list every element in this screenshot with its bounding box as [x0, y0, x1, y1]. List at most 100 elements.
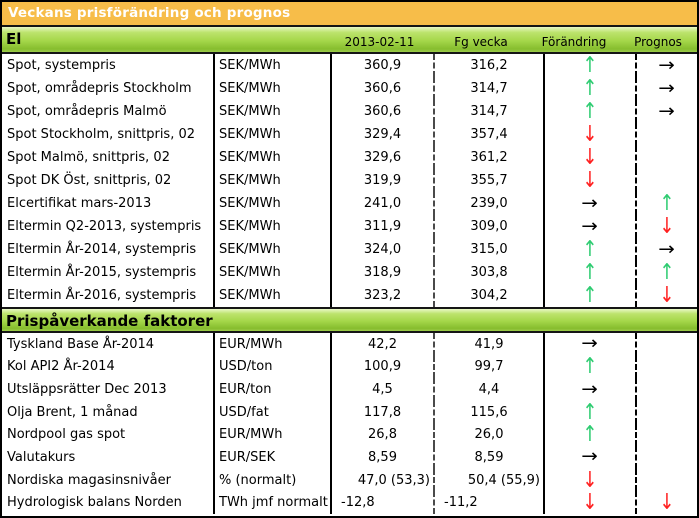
previous-value: 8,59 [433, 446, 543, 469]
up-arrow-icon: ↑ [582, 54, 598, 77]
row-unit: USD/ton [213, 355, 330, 379]
forecast-arrow-cell [635, 446, 697, 469]
previous-value: 50,4 (55,9) [433, 468, 543, 492]
forecast-arrow-cell: ↑ [635, 261, 697, 284]
previous-value: 361,2 [433, 146, 543, 169]
row-label: Utsläppsrätter Dec 2013 [7, 382, 167, 398]
table-row: Kol API2 År-2014 USD/ton 100,9 99,7 ↑ [2, 355, 697, 379]
current-value: 323,2 [330, 284, 433, 307]
change-arrow-cell: ↓ [543, 491, 635, 514]
table-row: Eltermin År-2016, systempris SEK/MWh 323… [2, 284, 697, 307]
table-row: Olja Brent, 1 månad USD/fat 117,8 115,6 … [2, 400, 697, 424]
forecast-arrow-cell: ↑ [635, 192, 697, 215]
down-arrow-icon: ↓ [659, 491, 675, 514]
up-arrow-icon: ↑ [582, 238, 598, 261]
section-rows-factors: Tyskland Base År-2014 EUR/MWh 42,2 41,9 … [2, 333, 697, 514]
row-label: Olja Brent, 1 månad [7, 404, 138, 420]
forecast-arrow-cell: ↓ [635, 284, 697, 307]
row-unit: SEK/MWh [213, 284, 330, 307]
row-label: Eltermin År-2016, systempris [7, 288, 197, 303]
flat-arrow-icon: → [581, 215, 599, 237]
previous-value: 239,0 [433, 192, 543, 215]
up-arrow-icon: ↑ [582, 77, 598, 100]
row-label: Spot Stockholm, snittpris, 02 [7, 127, 196, 142]
change-arrow-cell: ↑ [543, 77, 635, 100]
table-row: Nordpool gas spot EUR/MWh 26,8 26,0 ↑ [2, 423, 697, 447]
table-row: Elcertifikat mars-2013 SEK/MWh 241,0 239… [2, 192, 697, 215]
previous-value: 309,0 [433, 215, 543, 238]
previous-value: 316,2 [433, 54, 543, 77]
flat-arrow-icon: → [581, 446, 599, 468]
change-arrow-cell: ↓ [543, 146, 635, 169]
row-label: Spot DK Öst, snittpris, 02 [7, 173, 172, 188]
row-label: Nordiska magasinsnivåer [7, 472, 171, 488]
change-arrow-cell: ↑ [543, 355, 635, 379]
current-value: 360,9 [330, 54, 433, 77]
row-label: Eltermin Q2-2013, systempris [7, 219, 202, 234]
current-value: 42,2 [330, 333, 433, 356]
report-title: Veckans prisförändring och prognos [8, 5, 291, 21]
previous-value: 115,6 [433, 400, 543, 424]
row-label: Spot, områdepris Stockholm [7, 81, 192, 96]
current-value: 8,59 [330, 446, 433, 469]
flat-arrow-icon: → [581, 378, 599, 400]
row-unit: SEK/MWh [213, 100, 330, 123]
previous-value: -11,2 [433, 491, 543, 514]
row-unit: EUR/MWh [213, 423, 330, 447]
forecast-arrow-cell [635, 123, 697, 146]
table-row: Tyskland Base År-2014 EUR/MWh 42,2 41,9 … [2, 333, 697, 356]
current-value: 360,6 [330, 100, 433, 123]
forecast-arrow-cell: → [635, 77, 697, 100]
flat-arrow-icon: → [581, 192, 599, 214]
table-row: Spot Malmö, snittpris, 02 SEK/MWh 329,6 … [2, 146, 697, 169]
row-unit: SEK/MWh [213, 54, 330, 77]
row-unit: SEK/MWh [213, 169, 330, 192]
up-arrow-icon: ↑ [582, 284, 598, 307]
current-value: 318,9 [330, 261, 433, 284]
row-unit: SEK/MWh [213, 123, 330, 146]
row-unit: % (normalt) [213, 468, 330, 492]
down-arrow-icon: ↓ [582, 146, 598, 169]
change-arrow-cell: ↓ [543, 123, 635, 146]
report-title-bar: Veckans prisförändring och prognos [2, 2, 697, 27]
flat-arrow-icon: → [658, 77, 676, 99]
forecast-arrow-cell [635, 378, 697, 401]
table-row: Eltermin År-2015, systempris SEK/MWh 318… [2, 261, 697, 284]
down-arrow-icon: ↓ [582, 123, 598, 146]
change-arrow-cell: → [543, 333, 635, 356]
current-value: 117,8 [330, 400, 433, 424]
table-row: Spot Stockholm, snittpris, 02 SEK/MWh 32… [2, 123, 697, 146]
previous-value: 26,0 [433, 423, 543, 447]
row-label: Eltermin År-2014, systempris [7, 242, 197, 257]
down-arrow-icon: ↓ [659, 215, 675, 238]
current-value: 360,6 [330, 77, 433, 100]
current-value: 324,0 [330, 238, 433, 261]
flat-arrow-icon: → [658, 100, 676, 122]
row-label: Spot, områdepris Malmö [7, 104, 167, 119]
change-arrow-cell: → [543, 215, 635, 238]
column-header-date: 2013-02-11 [344, 35, 415, 49]
change-arrow-cell: ↑ [543, 100, 635, 123]
forecast-arrow-cell: → [635, 238, 697, 261]
change-arrow-cell: → [543, 446, 635, 469]
current-value: 26,8 [330, 423, 433, 447]
change-arrow-cell: → [543, 378, 635, 401]
current-value: 47,0 (53,3) [330, 468, 433, 492]
flat-arrow-icon: → [658, 238, 676, 260]
up-arrow-icon: ↑ [659, 261, 675, 284]
change-arrow-cell: ↓ [543, 169, 635, 192]
row-unit: SEK/MWh [213, 215, 330, 238]
row-unit: USD/fat [213, 400, 330, 424]
current-value: 319,9 [330, 169, 433, 192]
forecast-arrow-cell [635, 333, 697, 356]
row-label: Tyskland Base År-2014 [7, 336, 155, 352]
table-row: Spot, områdepris Stockholm SEK/MWh 360,6… [2, 77, 697, 100]
forecast-arrow-cell: ↓ [635, 491, 697, 514]
change-arrow-cell: → [543, 192, 635, 215]
table-row: Spot DK Öst, snittpris, 02 SEK/MWh 319,9… [2, 169, 697, 192]
row-label: Kol API2 År-2014 [7, 359, 115, 375]
table-row: Spot, områdepris Malmö SEK/MWh 360,6 314… [2, 100, 697, 123]
row-unit: SEK/MWh [213, 238, 330, 261]
forecast-arrow-cell [635, 169, 697, 192]
